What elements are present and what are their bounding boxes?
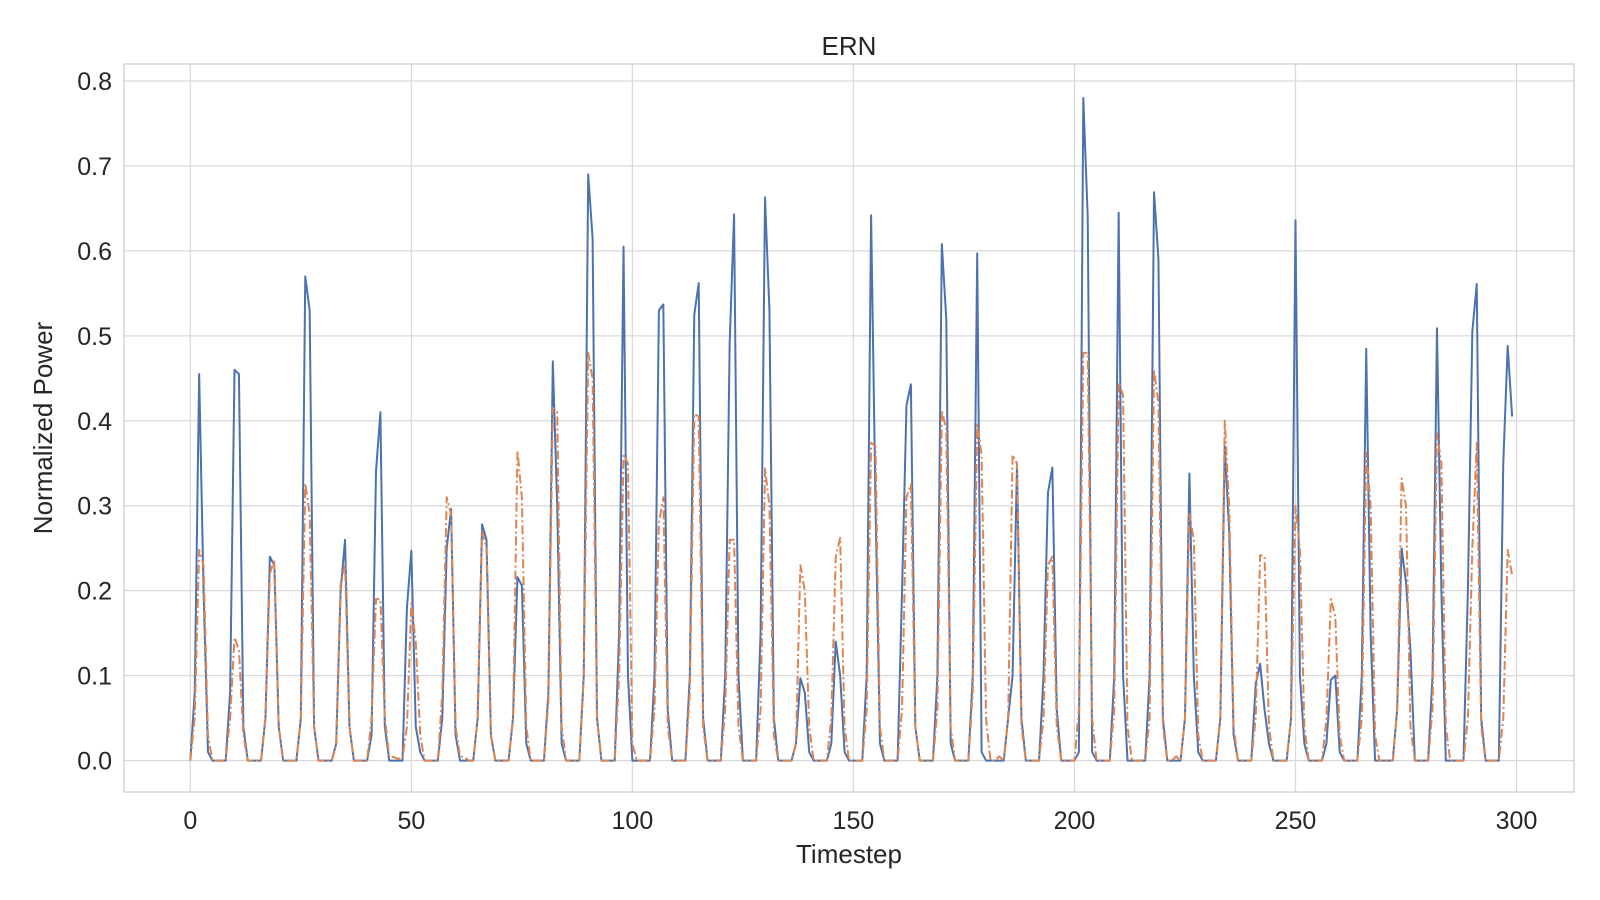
x-tick-label: 150: [833, 807, 875, 835]
x-tick-label: 100: [612, 807, 654, 835]
x-tick-label: 300: [1496, 807, 1538, 835]
x-tick-label: 50: [397, 807, 425, 835]
series-line-2: [189, 351, 1514, 762]
y-tick-label: 0.4: [77, 408, 112, 436]
x-axis-label: Timestep: [796, 839, 902, 869]
y-tick-label: 0.1: [77, 663, 112, 691]
y-axis-label: Normalized Power: [28, 321, 58, 534]
chart-title: ERN: [822, 31, 877, 61]
x-tick-label: 200: [1054, 807, 1096, 835]
y-tick-label: 0.7: [77, 153, 112, 181]
y-tick-label: 0.0: [77, 748, 112, 776]
x-tick-labels: 0 50 100 150 200 250 300: [183, 807, 1537, 835]
x-tick-label: 0: [183, 807, 197, 835]
y-tick-label: 0.6: [77, 238, 112, 266]
y-tick-label: 0.3: [77, 493, 112, 521]
y-tick-label: 0.8: [77, 68, 112, 96]
series-layer: [189, 96, 1514, 762]
y-tick-labels: 0.0 0.1 0.2 0.3 0.4 0.5 0.6 0.7 0.8: [77, 68, 112, 776]
y-tick-label: 0.5: [77, 323, 112, 351]
x-tick-label: 250: [1275, 807, 1317, 835]
y-tick-label: 0.2: [77, 578, 112, 606]
plot-frame: [123, 63, 1575, 793]
